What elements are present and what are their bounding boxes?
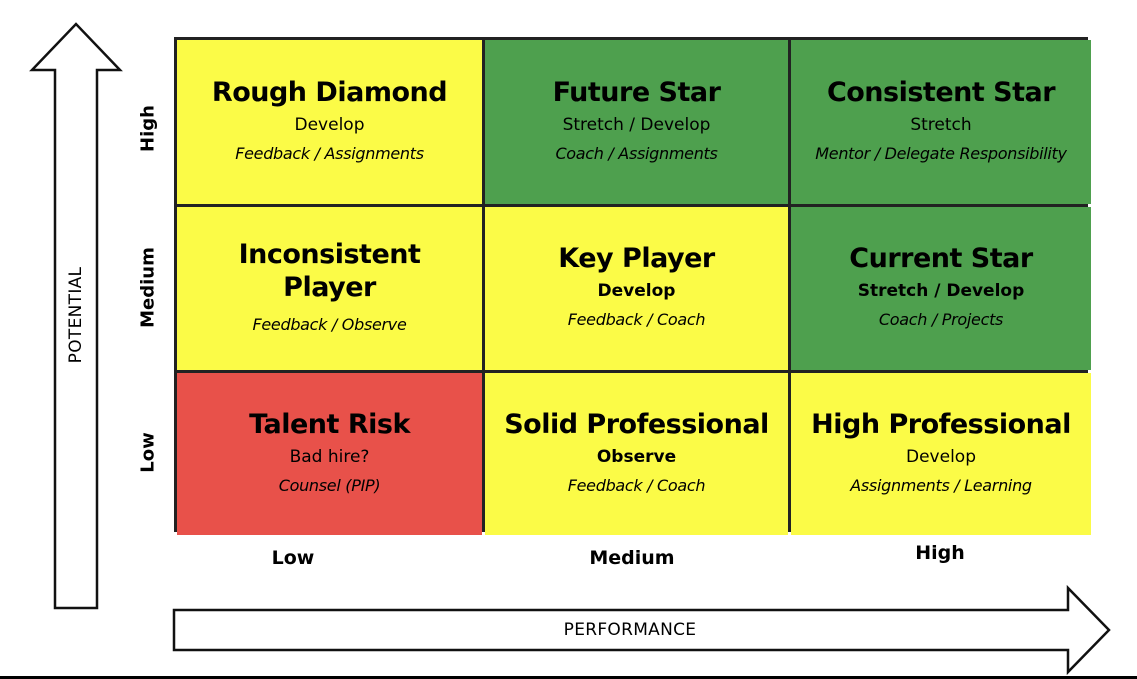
cell-method: Coach / Assignments	[555, 143, 718, 163]
cell-key-player: Key Player Develop Feedback / Coach	[485, 207, 788, 370]
cell-title: Consistent Star	[826, 76, 1056, 108]
cell-method: Mentor / Delegate Responsibility	[815, 143, 1067, 163]
cell-solid-professional: Solid Professional Observe Feedback / Co…	[485, 373, 788, 535]
cell-action: Bad hire?	[289, 446, 370, 467]
cell-title: Inconsistent Player	[238, 238, 421, 303]
cell-action: Develop	[294, 114, 365, 135]
performance-axis-title: PERFORMANCE	[563, 620, 697, 640]
cell-action: Develop	[906, 446, 976, 467]
cell-title: Key Player	[558, 243, 715, 274]
cell-title: High Professional	[811, 408, 1071, 440]
bottom-border	[0, 676, 1137, 679]
cell-high-professional: High Professional Develop Assignments / …	[791, 373, 1091, 535]
cell-title: Solid Professional	[504, 408, 769, 440]
potential-axis-title: POTENTIAL	[66, 266, 86, 364]
potential-arrow	[29, 22, 123, 610]
cell-consistent-star: Consistent Star Stretch Mentor / Delegat…	[791, 40, 1091, 204]
cell-inconsistent-player: Inconsistent Player Feedback / Observe	[177, 207, 482, 370]
cell-action: Stretch / Develop	[857, 281, 1025, 301]
row-label-medium: Medium	[137, 247, 159, 328]
row-label-high: High	[137, 105, 159, 152]
col-label-medium: Medium	[589, 547, 675, 569]
cell-current-star: Current Star Stretch / Develop Coach / P…	[791, 207, 1091, 370]
cell-title: Future Star	[552, 76, 721, 108]
cell-rough-diamond: Rough Diamond Develop Feedback / Assignm…	[177, 40, 482, 204]
performance-arrow	[172, 584, 1111, 676]
cell-action: Stretch / Develop	[562, 114, 711, 135]
cell-future-star: Future Star Stretch / Develop Coach / As…	[485, 40, 788, 204]
cell-method: Assignments / Learning	[850, 475, 1032, 495]
cell-method: Counsel (PIP)	[278, 475, 381, 495]
cell-title: Current Star	[849, 243, 1033, 274]
talent-matrix: Rough Diamond Develop Feedback / Assignm…	[174, 37, 1091, 535]
cell-method: Feedback / Coach	[567, 310, 706, 329]
cell-method: Feedback / Assignments	[235, 143, 424, 163]
cell-method: Feedback / Coach	[567, 475, 706, 495]
cell-title: Talent Risk	[249, 408, 410, 440]
cell-method: Coach / Projects	[878, 310, 1004, 329]
cell-method: Feedback / Observe	[252, 314, 407, 334]
cell-talent-risk: Talent Risk Bad hire? Counsel (PIP)	[177, 373, 482, 535]
cell-action: Observe	[596, 446, 677, 467]
row-label-low: Low	[137, 432, 159, 473]
cell-title: Rough Diamond	[211, 76, 448, 108]
cell-action: Develop	[597, 281, 676, 301]
cell-action: Stretch	[910, 114, 972, 135]
col-label-high: High	[915, 542, 965, 564]
col-label-low: Low	[271, 547, 315, 569]
